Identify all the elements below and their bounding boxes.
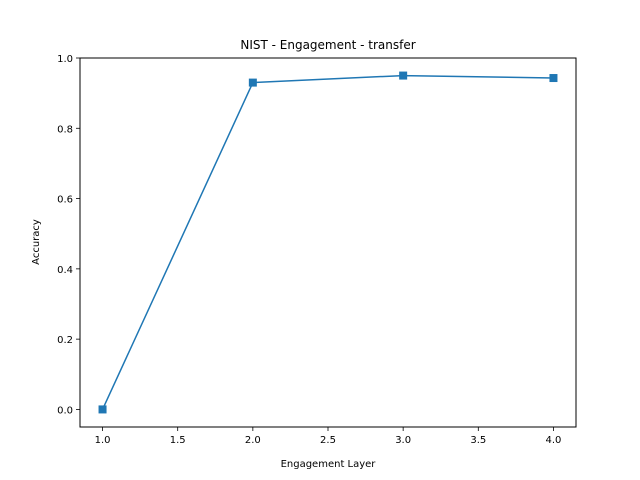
y-tick-label: 0.6	[57, 195, 73, 206]
y-tick-label: 0.4	[57, 265, 73, 276]
data-point-marker	[399, 71, 408, 80]
x-axis-label: Engagement Layer	[281, 459, 377, 470]
series-line	[101, 74, 554, 410]
chart-title: NIST - Engagement - transfer	[240, 38, 415, 52]
data-point-marker	[549, 74, 558, 83]
x-tick-label: 3.5	[470, 435, 486, 446]
data-point-marker	[248, 78, 257, 87]
series-layer	[98, 71, 558, 414]
y-tick-label: 0.8	[57, 124, 73, 135]
x-tick-label: 3.0	[395, 435, 411, 446]
x-tick-label: 2.0	[245, 435, 261, 446]
y-tick-label: 0.2	[57, 335, 73, 346]
y-axis-ticks: 0.0 0.2 0.4 0.6 0.8 1.0	[57, 54, 80, 416]
y-axis-label: Accuracy	[31, 219, 42, 265]
x-axis-ticks: 1.0 1.5 2.0 2.5 3.0 3.5 4.0	[95, 427, 562, 446]
x-tick-label: 1.5	[170, 435, 186, 446]
x-tick-label: 1.0	[95, 435, 111, 446]
data-point-marker	[98, 405, 107, 414]
plot-area-frame	[79, 57, 577, 428]
y-tick-label: 0.0	[57, 405, 73, 416]
y-tick-label: 1.0	[57, 54, 73, 65]
x-tick-label: 4.0	[546, 435, 562, 446]
x-tick-label: 2.5	[320, 435, 336, 446]
